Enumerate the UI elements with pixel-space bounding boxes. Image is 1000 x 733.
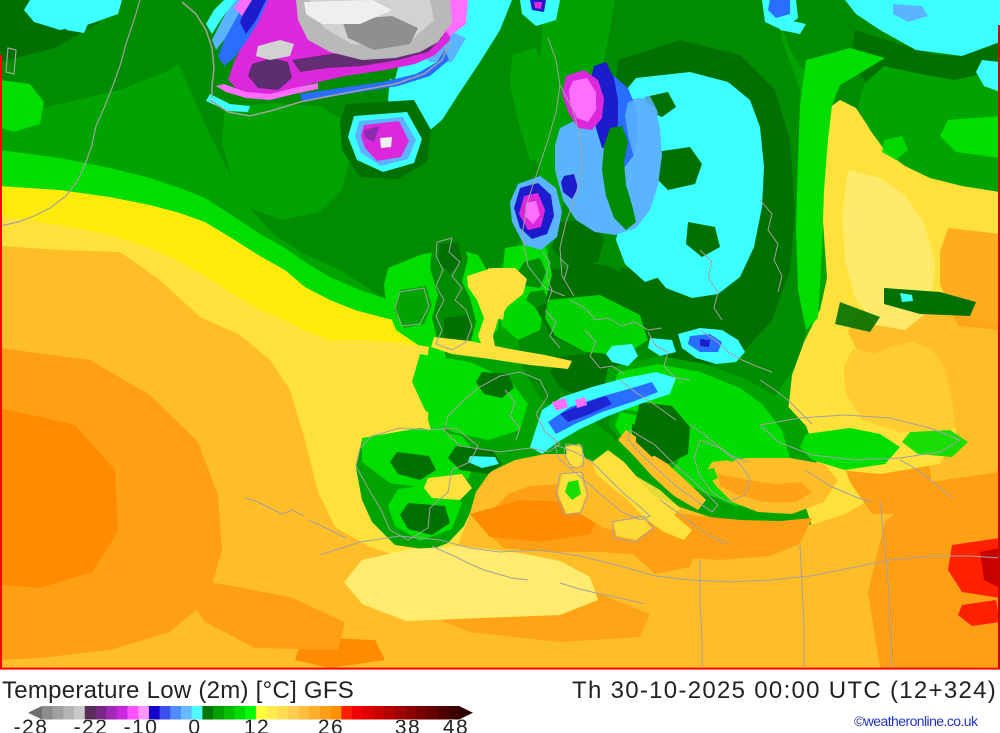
svg-text:-28: -28 [14,716,49,733]
svg-text:©weatheronline.co.uk: ©weatheronline.co.uk [854,713,979,729]
svg-text:48: 48 [443,716,469,733]
svg-text:12: 12 [244,716,270,733]
svg-text:Th 30-10-2025 00:00 UTC (12+32: Th 30-10-2025 00:00 UTC (12+324) [572,677,997,704]
svg-text:-10: -10 [124,716,159,733]
svg-text:38: 38 [395,716,421,733]
svg-text:Temperature Low (2m) [°C] GFS: Temperature Low (2m) [°C] GFS [2,677,356,704]
svg-text:-22: -22 [74,716,109,733]
svg-text:0: 0 [188,716,201,733]
svg-text:26: 26 [318,716,344,733]
